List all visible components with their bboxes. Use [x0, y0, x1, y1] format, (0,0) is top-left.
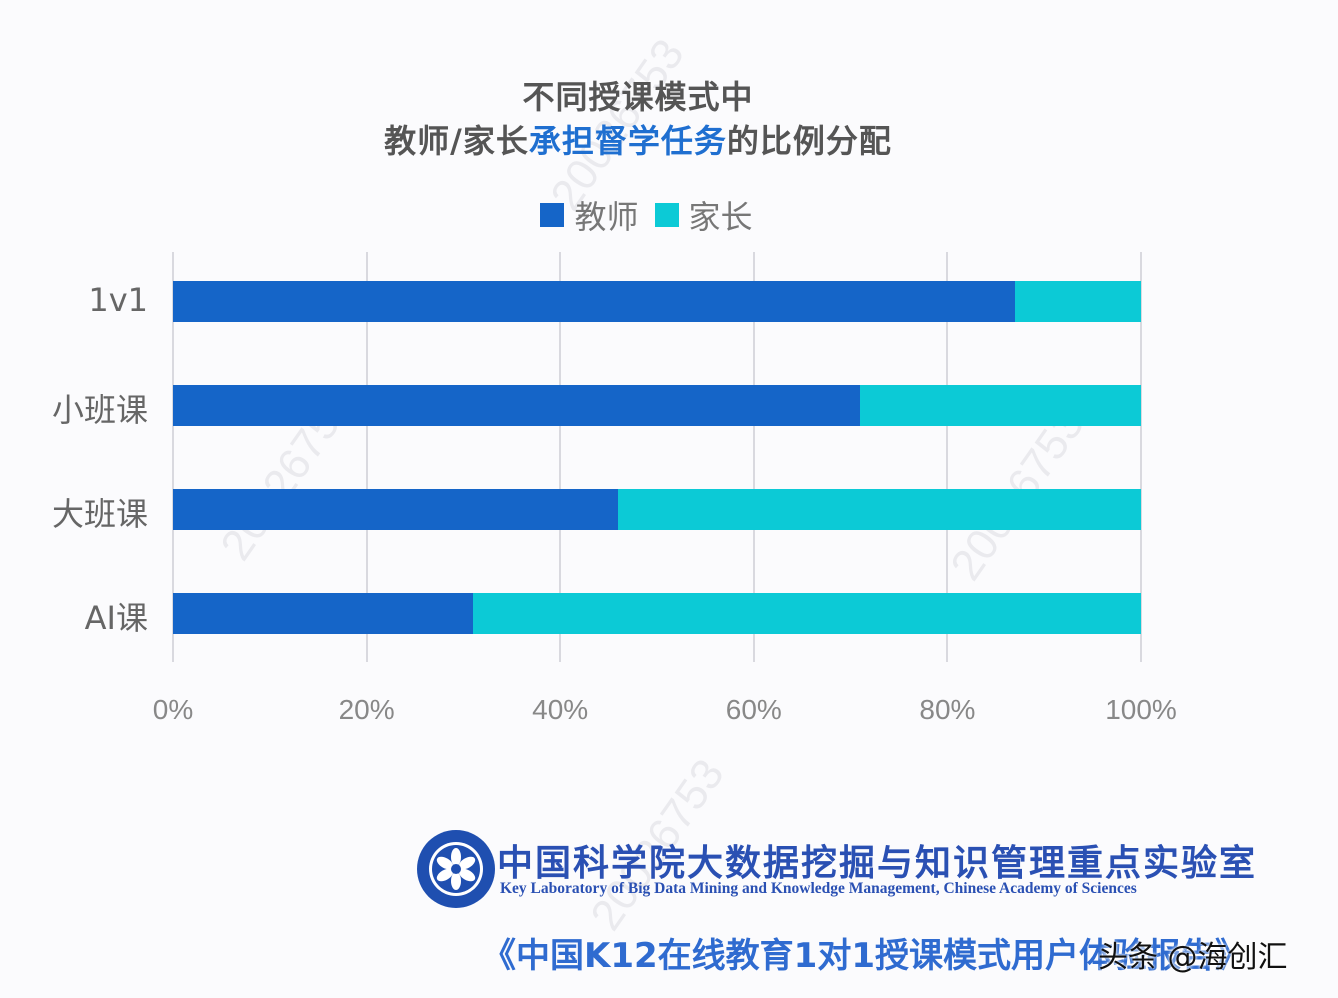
title-prefix: 教师/家长 [384, 122, 529, 160]
cas-logo-icon [417, 830, 495, 908]
legend-swatch-teacher [540, 203, 565, 227]
gridline [946, 252, 949, 662]
bar-segment-teacher [173, 593, 474, 634]
x-tick-label: 60% [725, 694, 782, 725]
bar-row [173, 489, 1141, 530]
bar-segment-teacher [173, 385, 861, 426]
source-watermark: 头条 @海创汇 [1098, 940, 1288, 975]
title-suffix: 的比例分配 [726, 122, 892, 160]
legend-label-teacher: 教师 [574, 198, 639, 236]
category-label: AI课 [84, 599, 148, 637]
report-title: 《中国K12在线教育1对1授课模式用户体验报告》 [482, 936, 1249, 976]
x-tick-label: 100% [1105, 694, 1177, 725]
chart-title-line1: 不同授课模式中 [522, 78, 754, 116]
x-tick-label: 20% [338, 694, 395, 725]
category-label: 1v1 [88, 281, 148, 319]
bar-segment-teacher [173, 489, 619, 530]
bar-segment-parent [473, 593, 1141, 634]
category-label: 大班课 [51, 495, 148, 533]
x-tick-label: 80% [919, 694, 976, 725]
bar-row [173, 281, 1141, 322]
org-name-en: Key Laboratory of Big Data Mining and Kn… [500, 880, 1137, 897]
title-highlight: 承担督学任务 [528, 122, 727, 160]
gridline [1140, 252, 1142, 662]
plot-area [172, 252, 1142, 662]
gridline [172, 252, 174, 662]
legend-swatch-parent [654, 203, 679, 227]
x-tick-label: 0% [152, 694, 194, 725]
org-name-cn: 中国科学院大数据挖掘与知识管理重点实验室 [497, 842, 1258, 884]
legend: 教师 家长 [0, 192, 1283, 238]
bar-segment-teacher [173, 281, 1016, 322]
bar-row [173, 385, 1141, 426]
category-label: 小班课 [51, 391, 148, 429]
gridline [365, 252, 368, 662]
bar-segment-parent [1015, 281, 1141, 322]
gridline [559, 252, 562, 662]
bar-segment-parent [860, 385, 1141, 426]
legend-label-parent: 家长 [688, 198, 753, 236]
bar-segment-parent [618, 489, 1141, 530]
gridline [752, 252, 755, 662]
x-tick-label: 40% [532, 694, 589, 725]
bar-row [173, 593, 1141, 634]
chart-title-line2: 教师/家长承担督学任务的比例分配 [0, 116, 1276, 162]
